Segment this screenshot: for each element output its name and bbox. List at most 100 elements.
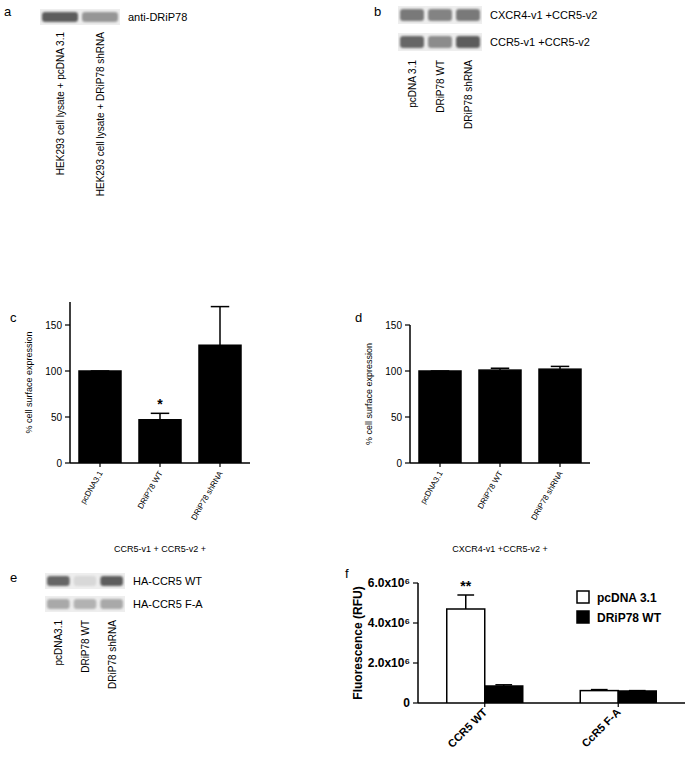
y-tick [413, 702, 418, 703]
panel-label: c [10, 310, 17, 325]
plot-marks [79, 307, 241, 463]
x-tick [499, 463, 500, 467]
error-cap [495, 684, 512, 686]
x-tick [484, 703, 485, 707]
lane-label: DRiP78 shRNA [463, 60, 474, 129]
y-tick [405, 462, 410, 463]
error-bar [491, 368, 509, 370]
y-tick-label: 6.0x10⁶ [368, 576, 410, 590]
blot-strip [45, 596, 125, 612]
error-bar [457, 595, 474, 609]
chart-bar: c050100150% cell surface expressionpcDNA… [10, 302, 250, 554]
x-tick-label: DRiP78 WT [476, 469, 505, 510]
blot-strip [398, 33, 482, 51]
bar [485, 686, 523, 703]
x-axis-title: CCR5-v1 + CCR5-v2 + [114, 544, 206, 554]
y-axis-title: % cell surface expression [24, 331, 34, 433]
legend: pcDNA 3.1 DRiP78 WT [577, 591, 662, 625]
panel-label: a [4, 4, 12, 19]
blot-panel: b CXCR4-v1 +CCR5-v2 CCR5-v1 +CCR5-v2 pcDNA … [374, 4, 597, 129]
lane-label: HEK293 cell lysate + pcDNA 3.1 [55, 32, 66, 176]
x-axis-title: CXCR4-v1 +CCR5-v2 + [452, 544, 548, 554]
error-cap [91, 370, 109, 372]
y-tick-label: 50 [391, 412, 403, 423]
blot-band [428, 36, 452, 48]
y-tick [413, 582, 418, 583]
error-cap [629, 690, 646, 692]
bar [199, 345, 241, 463]
legend-label: pcDNA 3.1 [597, 591, 657, 605]
error-bar [551, 366, 569, 369]
x-tick-label: pcDNA3.1 [79, 469, 105, 506]
plot-marks [419, 366, 581, 463]
panel-label: b [374, 4, 381, 19]
panel-label: e [10, 570, 17, 585]
bar [618, 691, 656, 703]
blot-band [47, 599, 70, 609]
x-tick [439, 463, 440, 467]
blot-band [47, 576, 70, 586]
blot-row-label: CCR5-v1 +CCR5-v2 [490, 36, 590, 48]
blot-strip [40, 9, 120, 25]
blot-band [400, 9, 424, 21]
figure: a anti-DRiP78 HEK293 cell lysate + pcDNA 3… [0, 0, 688, 761]
chart-bar: f02.0x10⁶4.0x10⁶6.0x10⁶Fluorescence (RFU… [345, 566, 685, 750]
y-tick-label: 50 [51, 412, 63, 423]
x-tick-label: pcDNA3.1 [419, 469, 445, 506]
y-tick-label: 100 [385, 366, 402, 377]
y-tick [405, 370, 410, 371]
y-tick-label: 150 [385, 320, 402, 331]
y-axis [417, 583, 419, 703]
lane-label: HEK293 cell lysate + DRiP78 shRNA [95, 32, 106, 197]
blot-row-label: anti-DRiP78 [128, 11, 187, 23]
error-bar [629, 690, 646, 691]
x-tick-label: DRiP78 shRNA [189, 469, 225, 522]
error-bar [151, 413, 169, 419]
blot-row-label: CXCR4-v1 +CCR5-v2 [490, 9, 597, 21]
blot-band [456, 36, 480, 48]
y-tick-label: 4.0x10⁶ [368, 616, 410, 630]
x-tick [559, 463, 560, 467]
y-tick [65, 462, 70, 463]
lane-label: DRiP78 WT [80, 620, 91, 673]
error-line [219, 307, 221, 346]
bar [447, 609, 485, 703]
bar [139, 420, 181, 463]
x-tick-label: CCR5 WT [445, 706, 489, 750]
lane-label: pcDNA 3.1 [407, 60, 418, 108]
blot-band [42, 12, 78, 22]
error-cap [591, 689, 608, 691]
x-tick [618, 703, 619, 707]
bar [79, 371, 121, 463]
blot-panel: a anti-DRiP78 HEK293 cell lysate + pcDNA 3… [4, 4, 187, 196]
panel-label: f [345, 566, 349, 581]
x-tick [99, 463, 100, 467]
error-bar [431, 371, 449, 372]
error-cap [431, 370, 449, 372]
y-axis-title: Fluorescence (RFU) [351, 586, 365, 699]
legend-label: DRiP78 WT [597, 611, 662, 625]
blot-band [74, 576, 97, 586]
blot-band [428, 9, 452, 21]
error-cap [551, 366, 569, 368]
y-tick-label: 100 [45, 366, 62, 377]
error-cap [491, 367, 509, 369]
bar [539, 369, 581, 463]
y-tick [65, 324, 70, 325]
blot-strip [398, 6, 482, 24]
y-tick-label: 0 [396, 458, 402, 469]
blot-band [74, 599, 97, 609]
x-tick [219, 463, 220, 467]
y-tick [413, 662, 418, 663]
blot-row-label: HA-CCR5 WT [133, 575, 202, 587]
error-cap [151, 413, 169, 415]
annotation: ** [460, 578, 471, 594]
y-tick [405, 324, 410, 325]
error-bar [91, 371, 109, 372]
y-axis [69, 302, 71, 463]
blot-band [100, 576, 123, 586]
y-tick [65, 370, 70, 371]
blot-panel: eHA-CCR5 WTHA-CCR5 F-ApcDNA3.1DRiP78 WTD… [10, 570, 203, 689]
y-tick [405, 416, 410, 417]
y-tick [413, 622, 418, 623]
